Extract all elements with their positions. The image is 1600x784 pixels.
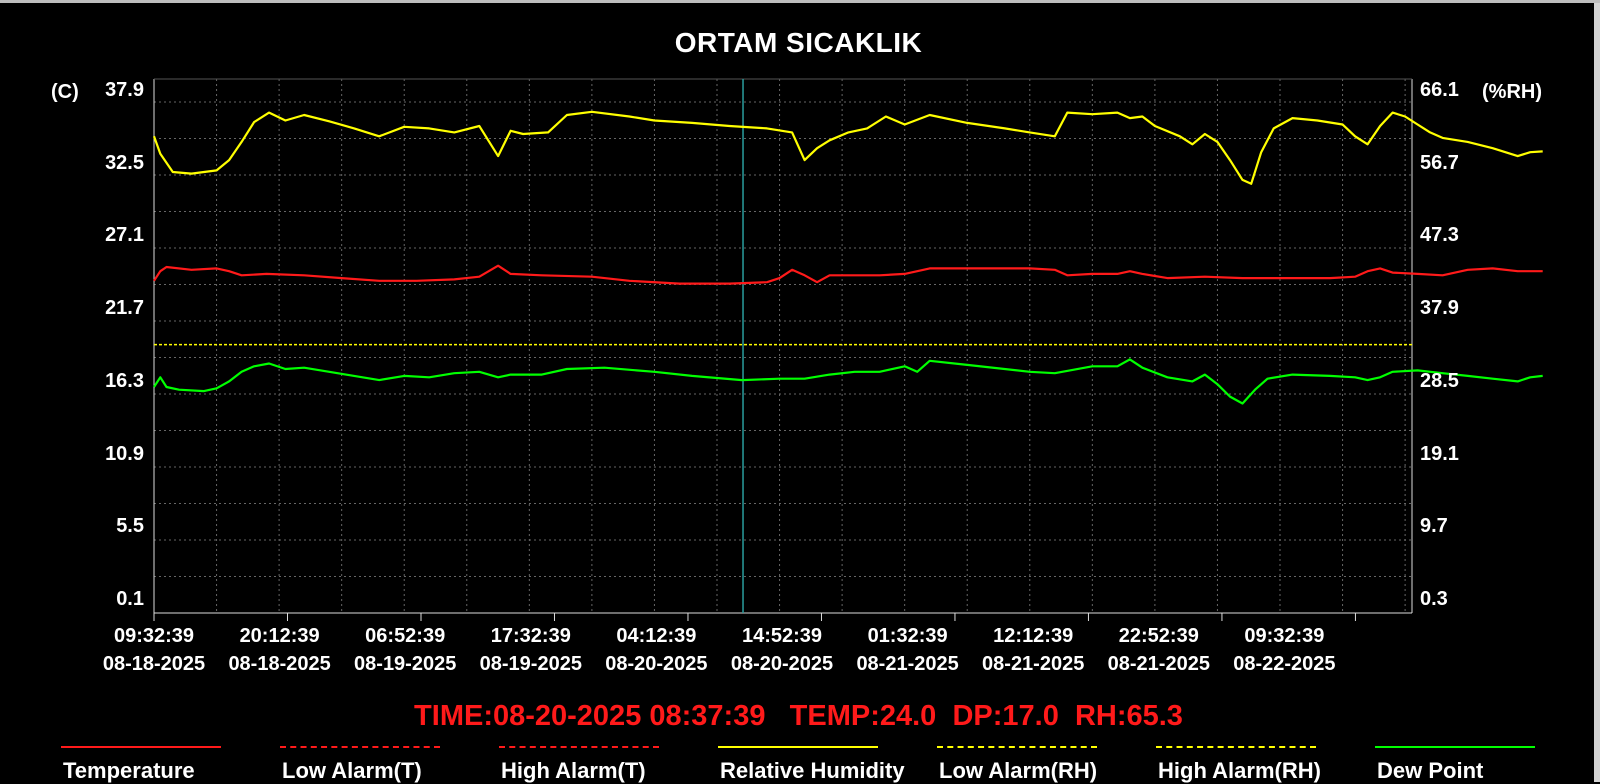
x-tick-label: 14:52:39 08-20-2025: [717, 622, 847, 678]
legend-swatch: [718, 746, 878, 748]
legend-label: Low Alarm(RH): [939, 758, 1098, 783]
legend-label: High Alarm(T): [501, 758, 646, 783]
legend-swatch: [280, 746, 440, 748]
series-dew-point: [153, 358, 1543, 405]
legend-label: Low Alarm(T): [282, 758, 422, 783]
x-tick-time: 12:12:39: [993, 625, 1074, 647]
y-right-tick-label: 56.7: [1420, 151, 1459, 174]
window-top-border: [0, 0, 1600, 3]
x-tick-date: 08-18-2025: [102, 653, 206, 675]
y-left-tick-label: 27.1: [105, 224, 144, 247]
x-tick-label: 04:12:39 08-20-2025: [591, 622, 721, 678]
x-tick-time: 22:52:39: [1118, 625, 1199, 647]
y-left-tick-label: 0.1: [116, 587, 144, 610]
legend-swatch: [1375, 746, 1535, 748]
chart-grid: [154, 79, 1412, 614]
x-tick-date: 08-19-2025: [479, 653, 582, 675]
legend-swatch: [61, 746, 221, 748]
readout-time: TIME:08-20-2025 08:37:39: [414, 700, 766, 732]
x-tick-label: 09:32:39 08-18-2025: [89, 622, 219, 678]
readout-rh: RH:65.3: [1074, 700, 1183, 732]
legend-label: Dew Point: [1377, 758, 1484, 783]
cursor-readout: TIME:08-20-2025 08:37:39 TEMP:24.0 DP:17…: [0, 700, 1597, 733]
right-axis-unit: (%RH): [1482, 81, 1542, 103]
x-tick-label: 20:12:39 08-18-2025: [215, 622, 345, 678]
x-tick-label: 17:32:39 08-19-2025: [466, 622, 596, 678]
y-right-tick-label: 47.3: [1420, 224, 1459, 247]
x-tick-time: 04:12:39: [616, 625, 697, 647]
x-tick-time: 06:52:39: [365, 625, 446, 647]
x-tick-date: 08-18-2025: [228, 653, 331, 675]
x-tick-date: 08-22-2025: [1233, 653, 1336, 675]
y-right-tick-label: 28.5: [1420, 369, 1459, 392]
legend-swatch: [499, 746, 659, 748]
x-tick-date: 08-20-2025: [605, 653, 708, 675]
x-tick-time: 09:32:39: [1244, 625, 1325, 647]
x-tick-label: 22:52:39 08-21-2025: [1094, 622, 1224, 678]
readout-dp: DP:17.0: [952, 700, 1059, 732]
chart-axes: [153, 78, 1413, 621]
y-left-tick-label: 10.9: [105, 442, 144, 465]
x-tick-date: 08-21-2025: [982, 653, 1085, 675]
x-tick-label: 09:32:39 08-22-2025: [1219, 622, 1349, 678]
legend-label: Relative Humidity: [720, 758, 905, 783]
y-right-tick-label: 66.1: [1420, 79, 1459, 101]
legend-swatch: [1156, 746, 1316, 748]
x-tick-time: 01:32:39: [867, 625, 948, 647]
x-tick-time: 14:52:39: [741, 625, 823, 647]
y-left-tick-label: 16.3: [105, 369, 144, 392]
legend-label: High Alarm(RH): [1158, 758, 1321, 783]
y-right-tick-label: 0.3: [1420, 587, 1448, 610]
y-left-tick-label: 5.5: [116, 515, 144, 538]
x-tick-label: 01:32:39 08-21-2025: [843, 622, 973, 678]
y-left-tick-label: 37.9: [105, 79, 144, 101]
x-tick-date: 08-20-2025: [730, 653, 834, 675]
series-relative-humidity: [152, 110, 1543, 185]
x-tick-label: 12:12:39 08-21-2025: [968, 622, 1098, 678]
x-tick-time: 20:12:39: [239, 625, 320, 647]
legend-label: Temperature: [63, 758, 195, 783]
x-tick-date: 08-21-2025: [1107, 653, 1210, 675]
chart-plot[interactable]: [0, 0, 1600, 700]
x-tick-time: 09:32:39: [113, 625, 195, 647]
x-tick-time: 17:32:39: [490, 625, 571, 647]
y-right-tick-label: 9.7: [1420, 515, 1448, 538]
x-tick-date: 08-19-2025: [354, 653, 457, 675]
readout-temp: TEMP:24.0: [789, 700, 937, 732]
y-right-tick-label: 37.9: [1420, 297, 1459, 320]
x-tick-label: 06:52:39 08-19-2025: [340, 622, 470, 678]
x-tick-date: 08-21-2025: [856, 653, 959, 675]
chart-series: [152, 79, 1543, 613]
chart-title: ORTAM SICAKLIK: [674, 27, 923, 58]
y-right-tick-label: 19.1: [1420, 442, 1459, 465]
left-axis-unit: (C): [51, 81, 79, 103]
y-left-tick-label: 32.5: [105, 151, 144, 174]
series-temperature: [153, 264, 1543, 285]
legend-swatch: [937, 746, 1097, 748]
y-left-tick-label: 21.7: [105, 297, 144, 320]
window-scrollbar[interactable]: [1594, 3, 1600, 782]
